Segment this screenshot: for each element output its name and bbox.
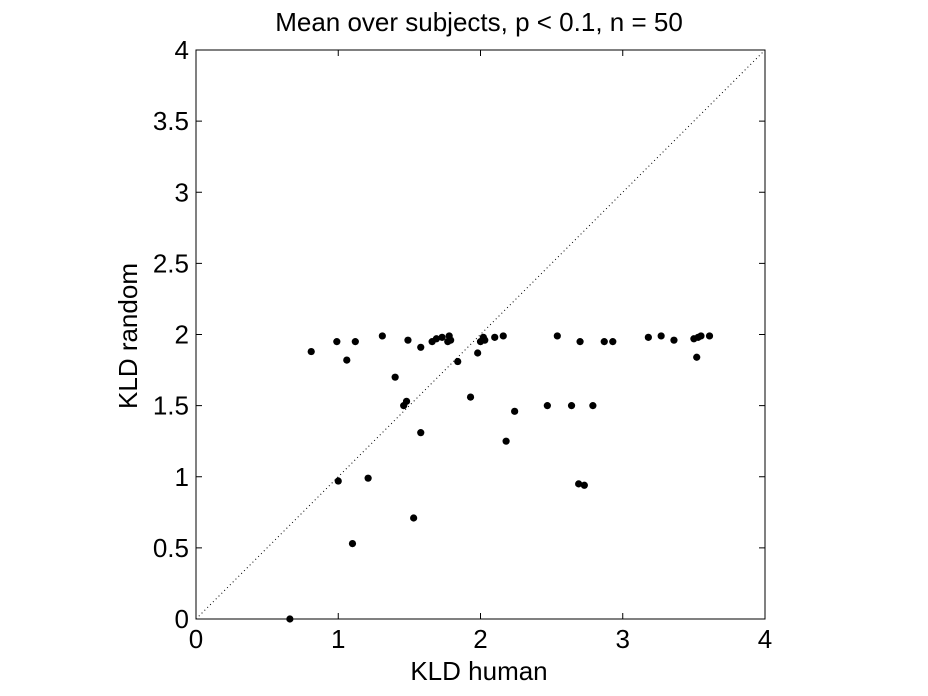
y-tick-label: 2 [175, 320, 189, 350]
y-tick-label: 3.5 [153, 106, 189, 136]
data-point [499, 332, 507, 340]
data-point [410, 514, 418, 522]
x-tick-label: 3 [616, 624, 630, 654]
data-point [438, 333, 446, 341]
y-axis-label: KLD random [113, 263, 143, 409]
data-points [286, 332, 714, 623]
data-point [657, 332, 665, 340]
data-point [543, 402, 551, 410]
y-tick-label: 4 [175, 35, 189, 65]
data-point [491, 333, 499, 341]
y-tick-label: 3 [175, 177, 189, 207]
data-point [447, 336, 455, 344]
x-tick-label: 0 [189, 624, 203, 654]
data-point [474, 349, 482, 357]
data-point [580, 481, 588, 489]
data-point [502, 437, 510, 445]
data-point [466, 393, 475, 401]
data-point [343, 356, 351, 364]
data-point [600, 338, 608, 346]
data-point [705, 332, 714, 340]
y-tick-label: 0.5 [153, 533, 189, 563]
data-point [670, 336, 678, 344]
data-point [609, 338, 617, 346]
data-point [454, 357, 462, 366]
data-point [553, 332, 561, 340]
x-tick-label: 1 [331, 624, 345, 654]
data-point [351, 338, 359, 346]
x-axis-label: KLD human [410, 656, 547, 686]
y-tick-label: 1 [175, 462, 189, 492]
data-point [697, 332, 705, 340]
data-point [348, 540, 357, 548]
data-point [644, 333, 652, 341]
data-point [417, 343, 425, 351]
data-point [567, 402, 576, 410]
data-point [378, 332, 386, 340]
data-point [391, 373, 399, 381]
data-point [404, 336, 412, 344]
chart-title: Mean over subjects, p < 0.1, n = 50 [275, 7, 683, 37]
reference-diagonal-line [195, 49, 766, 620]
data-point [334, 477, 342, 485]
plot-area-frame [195, 49, 766, 620]
data-point [575, 480, 583, 488]
x-tick-label: 4 [758, 624, 772, 654]
data-point [576, 338, 584, 346]
data-point [693, 353, 701, 361]
y-tick-label: 1.5 [153, 391, 189, 421]
data-point [589, 402, 597, 410]
data-point [364, 474, 372, 482]
x-tick-labels: 0 1 2 3 4 [189, 624, 772, 654]
data-point [511, 407, 519, 415]
data-point [307, 347, 315, 356]
data-point [333, 338, 341, 346]
y-tick-label: 2.5 [153, 248, 189, 278]
y-tick-labels: 0 0.5 1 1.5 2 2.5 3 3.5 4 [153, 35, 189, 634]
data-point [402, 397, 411, 405]
x-tick-label: 2 [473, 624, 487, 654]
data-point [432, 335, 441, 343]
data-point [417, 429, 425, 437]
y-tick-label: 0 [175, 604, 189, 634]
data-point [481, 336, 489, 344]
